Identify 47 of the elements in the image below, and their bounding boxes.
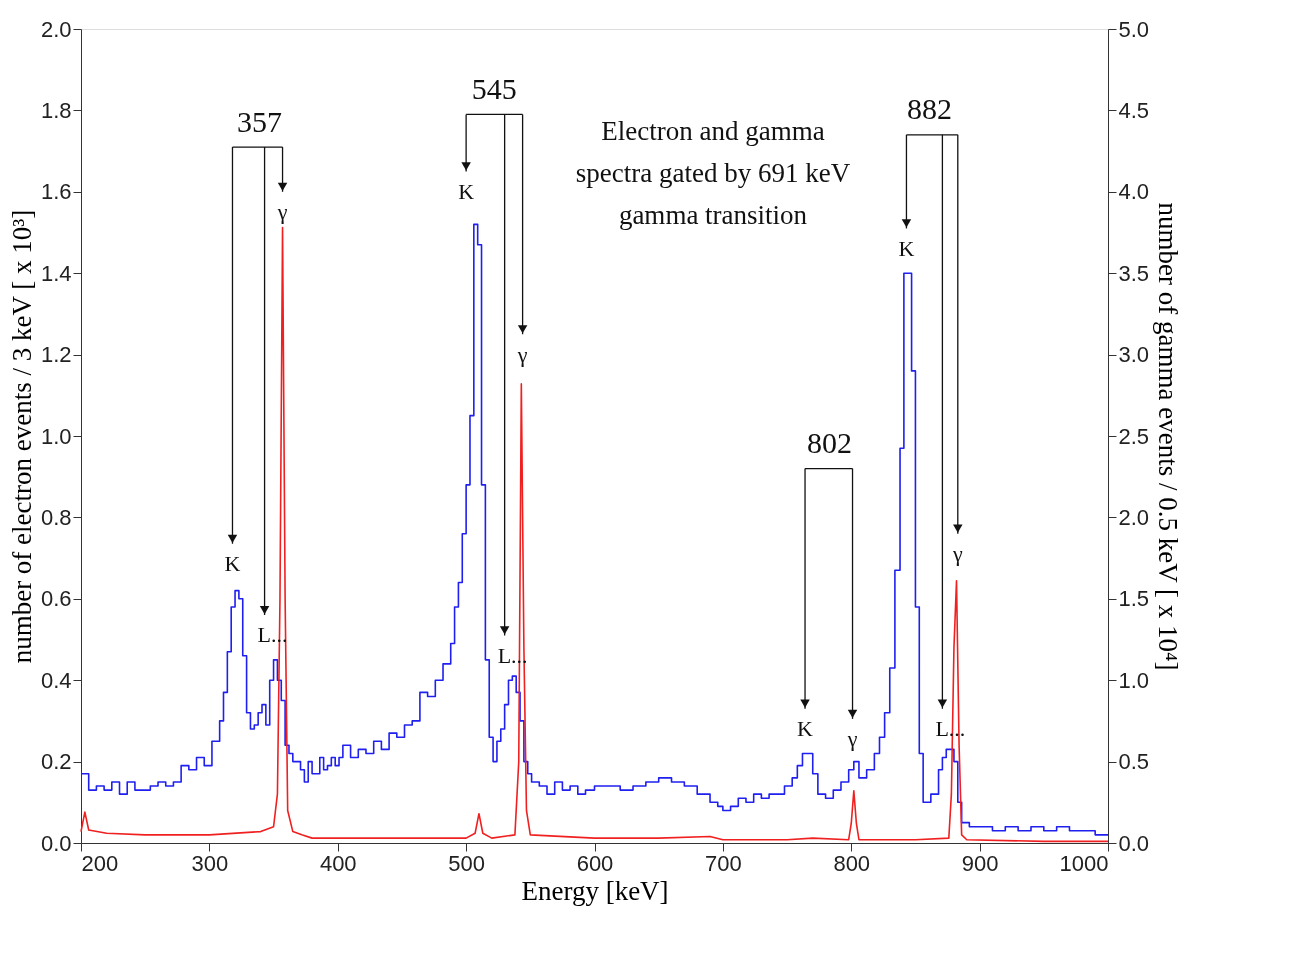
annotation: K bbox=[458, 178, 475, 204]
y-tick-label: 1.4 bbox=[40, 260, 72, 286]
y2-tick-label: 4.5 bbox=[1118, 97, 1150, 123]
x-tick-label: 800 bbox=[833, 850, 871, 876]
annotation: 882 bbox=[907, 92, 953, 126]
x-tick-label: 400 bbox=[319, 850, 357, 876]
y2-tick-label: 3.0 bbox=[1118, 342, 1150, 368]
annotation: 802 bbox=[806, 426, 852, 460]
y2-tick-label: 1.0 bbox=[1118, 667, 1150, 693]
y2-tick-label: 3.5 bbox=[1118, 260, 1150, 286]
y2-tick-label: 0.5 bbox=[1118, 749, 1150, 775]
y-tick-label: 1.0 bbox=[40, 423, 72, 449]
annotation: 545 bbox=[471, 72, 517, 106]
y-tick-label: 0.2 bbox=[40, 749, 72, 775]
x-tick-label: 500 bbox=[448, 850, 485, 876]
annotation: K bbox=[797, 716, 814, 742]
y2-tick-label: 0.0 bbox=[1118, 830, 1150, 856]
y-axis-title: number of electron events / 3 keV [ x 10³] bbox=[6, 209, 37, 664]
x-axis-title: Energy [keV] bbox=[521, 875, 669, 906]
y-tick-label: 0.0 bbox=[40, 830, 72, 856]
y2-axis-title: number of gamma events / 0.5 keV [ x 10⁴] bbox=[1153, 202, 1184, 671]
x-tick-label: 200 bbox=[81, 850, 119, 876]
y2-tick-label: 1.5 bbox=[1118, 586, 1150, 612]
y-tick-label: 1.8 bbox=[40, 97, 72, 123]
y-tick-label: 1.2 bbox=[40, 342, 72, 368]
y-tick-label: 0.4 bbox=[40, 667, 72, 693]
y-tick-label: 1.6 bbox=[40, 179, 72, 205]
x-tick-label: 900 bbox=[961, 850, 999, 876]
annotation: 357 bbox=[236, 104, 282, 138]
annotation: γ bbox=[846, 726, 858, 752]
annotation: Electron and gamma spectra gated by 691 keV gamma transition bbox=[575, 116, 851, 230]
x-tick-label: 1000 bbox=[1059, 850, 1109, 876]
annotation: K bbox=[898, 235, 915, 261]
annotation: K bbox=[224, 551, 241, 577]
y2-tick-label: 2.5 bbox=[1118, 423, 1150, 449]
y2-tick-label: 4.0 bbox=[1118, 179, 1150, 205]
y2-tick-label: 2.0 bbox=[1118, 504, 1150, 530]
annotation: γ bbox=[516, 341, 528, 367]
x-tick-label: 600 bbox=[576, 850, 614, 876]
y2-tick-label: 5.0 bbox=[1118, 16, 1150, 42]
y-tick-label: 0.6 bbox=[40, 586, 72, 612]
annotation: γ bbox=[276, 199, 288, 225]
annotation: γ bbox=[951, 541, 963, 567]
x-tick-label: 300 bbox=[191, 850, 229, 876]
y-tick-label: 0.8 bbox=[40, 504, 72, 530]
x-tick-label: 700 bbox=[705, 850, 742, 876]
y-tick-label: 2.0 bbox=[40, 16, 72, 42]
